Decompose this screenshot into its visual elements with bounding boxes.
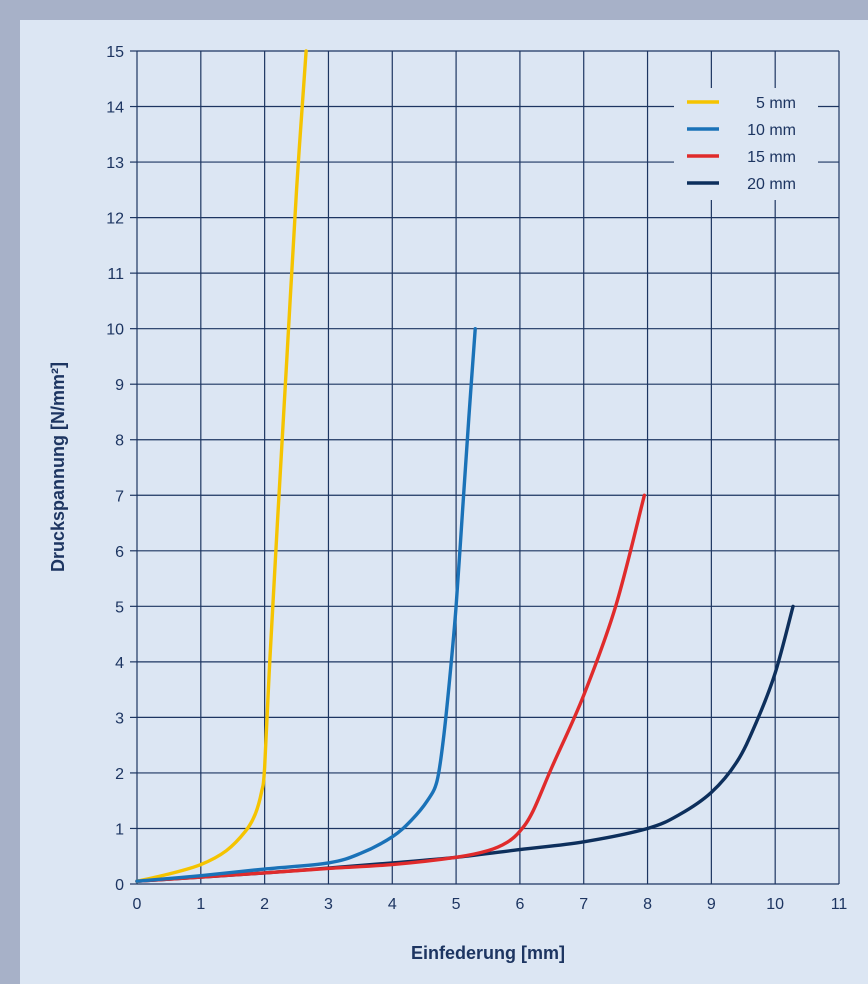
x-tick-label: 7 — [579, 896, 588, 913]
y-tick-label: 1 — [115, 821, 124, 838]
frame-top-bar — [0, 0, 868, 20]
y-tick-label: 14 — [106, 100, 124, 117]
grid — [130, 50, 840, 885]
x-tick-label: 10 — [766, 896, 784, 913]
x-tick-label: 0 — [133, 896, 142, 913]
x-tick-label: 6 — [515, 896, 524, 913]
y-tick-label: 7 — [115, 488, 124, 505]
x-tick-label: 8 — [643, 896, 652, 913]
x-tick-label: 4 — [388, 896, 397, 913]
legend-label-10-mm: 10 mm — [747, 122, 796, 139]
frame-left-bar — [0, 0, 20, 984]
x-tick-label: 3 — [324, 896, 333, 913]
y-tick-label: 13 — [106, 155, 124, 172]
y-tick-label: 5 — [115, 599, 124, 616]
y-tick-label: 4 — [115, 655, 124, 672]
x-tick-label: 1 — [196, 896, 205, 913]
y-tick-label: 6 — [115, 544, 124, 561]
y-tick-label: 3 — [115, 710, 124, 727]
y-tick-label: 2 — [115, 766, 124, 783]
series-line-15-mm — [135, 493, 647, 883]
y-tick-label: 9 — [115, 377, 124, 394]
x-tick-label: 2 — [260, 896, 269, 913]
series-line-10-mm — [135, 326, 477, 883]
series-line-5-mm — [135, 49, 308, 883]
legend: 5 mm 10 mm 15 mm 20 mm — [674, 88, 818, 200]
y-tick-label: 15 — [106, 44, 124, 61]
legend-label-15-mm: 15 mm — [747, 149, 796, 166]
y-tick-label: 0 — [115, 877, 124, 894]
x-tick-label: 9 — [707, 896, 716, 913]
legend-label-5-mm: 5 mm — [756, 95, 796, 112]
series-lines — [135, 49, 795, 883]
y-tick-label: 12 — [106, 211, 124, 228]
x-tick-label: 11 — [831, 896, 848, 913]
x-axis-title: Einfederung [mm] — [411, 943, 565, 963]
y-tick-label: 10 — [106, 322, 124, 339]
y-tick-label: 8 — [115, 433, 124, 450]
y-tick-label: 11 — [107, 266, 124, 283]
x-tick-label: 5 — [452, 896, 461, 913]
y-axis-title: Druckspannung [N/mm²] — [48, 362, 68, 572]
legend-label-20-mm: 20 mm — [747, 176, 796, 193]
